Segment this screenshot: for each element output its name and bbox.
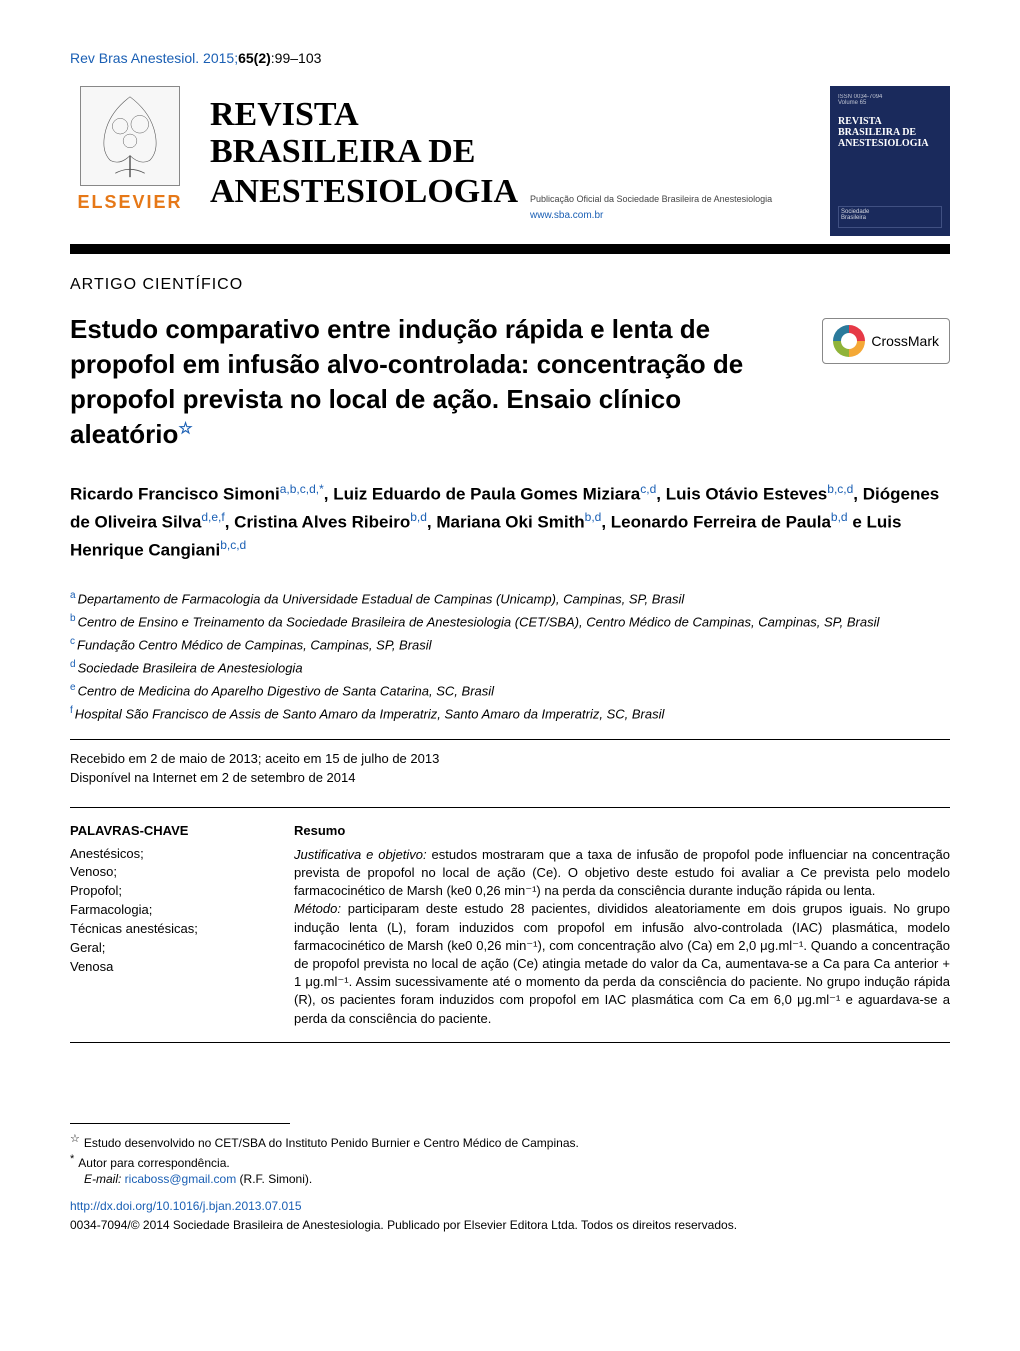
- footnote-study: ☆Estudo desenvolvido no CET/SBA do Insti…: [70, 1132, 950, 1152]
- title-footnote-star: ☆: [178, 421, 192, 438]
- journal-title-block: REVISTA BRASILEIRA DE ANESTESIOLOGIA Pub…: [210, 86, 810, 221]
- citation-volume: 65(2): [238, 50, 271, 66]
- abstract-heading: Resumo: [294, 822, 950, 840]
- email-suffix: (R.F. Simoni).: [236, 1172, 312, 1186]
- affiliation-line: aDepartamento de Farmacologia da Univers…: [70, 588, 950, 609]
- affiliation-line: cFundação Centro Médico de Campinas, Cam…: [70, 634, 950, 655]
- journal-title-3: ANESTESIOLOGIA: [210, 173, 518, 210]
- crossmark-badge[interactable]: CrossMark: [822, 318, 950, 364]
- article-type: ARTIGO CIENTÍFICO: [70, 276, 950, 294]
- citation-line: Rev Bras Anestesiol. 2015;65(2):99–103: [70, 50, 950, 66]
- journal-website-link[interactable]: www.sba.com.br: [530, 210, 603, 221]
- journal-header: ELSEVIER REVISTA BRASILEIRA DE ANESTESIO…: [70, 86, 950, 236]
- abstract-body: Justificativa e objetivo: estudos mostra…: [294, 846, 950, 1028]
- citation-prefix: Rev Bras Anestesiol. 2015;: [70, 50, 238, 66]
- publisher-name: ELSEVIER: [77, 192, 182, 213]
- date-online: Disponível na Internet em 2 de setembro …: [70, 769, 950, 787]
- doi-link[interactable]: http://dx.doi.org/10.1016/j.bjan.2013.07…: [70, 1199, 302, 1213]
- journal-title-1: REVISTA: [210, 96, 810, 133]
- keyword-item: Técnicas anestésicas;: [70, 920, 266, 939]
- citation-pages: :99–103: [271, 50, 322, 66]
- keyword-item: Venoso;: [70, 863, 266, 882]
- footer: ☆Estudo desenvolvido no CET/SBA do Insti…: [70, 1123, 950, 1234]
- affiliation-line: bCentro de Ensino e Treinamento da Socie…: [70, 611, 950, 632]
- abstract-objective-label: Justificativa e objetivo:: [294, 847, 427, 862]
- abstract-method-text: participaram deste estudo 28 pacientes, …: [294, 901, 950, 1025]
- article-title-text: Estudo comparativo entre indução rápida …: [70, 314, 743, 449]
- keywords-column: PALAVRAS-CHAVE Anestésicos;Venoso;Propof…: [70, 808, 280, 1042]
- keywords-heading: PALAVRAS-CHAVE: [70, 822, 266, 841]
- article-title: Estudo comparativo entre indução rápida …: [70, 312, 802, 452]
- copyright: 0034-7094/© 2014 Sociedade Brasileira de…: [70, 1217, 950, 1234]
- authors-list: Ricardo Francisco Simonia,b,c,d,*, Luiz …: [70, 480, 950, 564]
- journal-title-2: BRASILEIRA DE: [210, 133, 810, 170]
- keyword-item: Venosa: [70, 958, 266, 977]
- keyword-item: Propofol;: [70, 882, 266, 901]
- header-divider: [70, 244, 950, 254]
- crossmark-icon: [833, 325, 865, 357]
- keyword-item: Geral;: [70, 939, 266, 958]
- abstract-block: PALAVRAS-CHAVE Anestésicos;Venoso;Propof…: [70, 807, 950, 1043]
- email-label: E-mail:: [84, 1172, 125, 1186]
- article-dates: Recebido em 2 de maio de 2013; aceito em…: [70, 739, 950, 786]
- abstract-column: Resumo Justificativa e objetivo: estudos…: [280, 807, 950, 1042]
- keywords-list: Anestésicos;Venoso;Propofol;Farmacologia…: [70, 845, 266, 977]
- journal-cover-thumbnail: ISSN 0034-7094Volume 65 REVISTA BRASILEI…: [830, 86, 950, 236]
- publisher-logo: ELSEVIER: [70, 86, 190, 213]
- crossmark-label: CrossMark: [871, 333, 939, 349]
- elsevier-tree-icon: [80, 86, 180, 186]
- keyword-item: Farmacologia;: [70, 901, 266, 920]
- footnote-rule: [70, 1123, 290, 1124]
- footnote-corresponding: *Autor para correspondência.: [70, 1152, 950, 1172]
- affiliations: aDepartamento de Farmacologia da Univers…: [70, 588, 950, 723]
- title-row: Estudo comparativo entre indução rápida …: [70, 312, 950, 452]
- abstract-method-label: Método:: [294, 901, 341, 916]
- keyword-item: Anestésicos;: [70, 845, 266, 864]
- journal-subtitle: Publicação Oficial da Sociedade Brasilei…: [530, 194, 772, 204]
- date-received: Recebido em 2 de maio de 2013; aceito em…: [70, 750, 950, 768]
- affiliation-line: dSociedade Brasileira de Anestesiologia: [70, 657, 950, 678]
- affiliation-line: fHospital São Francisco de Assis de Sant…: [70, 703, 950, 724]
- cover-title: REVISTA BRASILEIRA DE ANESTESIOLOGIA: [838, 116, 942, 149]
- affiliation-line: eCentro de Medicina do Aparelho Digestiv…: [70, 680, 950, 701]
- email-link[interactable]: ricaboss@gmail.com: [125, 1172, 237, 1186]
- footnote-email: E-mail: ricaboss@gmail.com (R.F. Simoni)…: [70, 1171, 950, 1188]
